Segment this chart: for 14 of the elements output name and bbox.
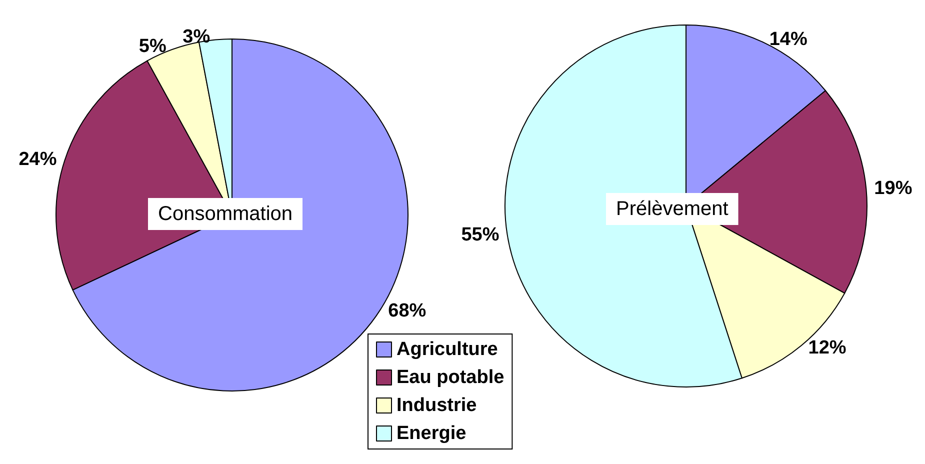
data-label: 55% — [461, 224, 500, 246]
legend-label: Energie — [396, 423, 466, 444]
slice-label: Prélèvement — [616, 198, 729, 220]
legend-label: Eau potable — [396, 367, 504, 388]
data-label: 68% — [388, 300, 426, 322]
data-label: 19% — [874, 178, 912, 200]
legend-label: Industrie — [396, 395, 477, 416]
data-label: 12% — [808, 337, 846, 358]
data-label: 14% — [769, 29, 808, 50]
slice-label: Consommation — [158, 203, 293, 225]
data-label: 24% — [18, 149, 57, 170]
data-label: 3% — [182, 26, 210, 48]
legend-label: Agriculture — [396, 339, 498, 360]
data-label: 5% — [138, 36, 166, 58]
